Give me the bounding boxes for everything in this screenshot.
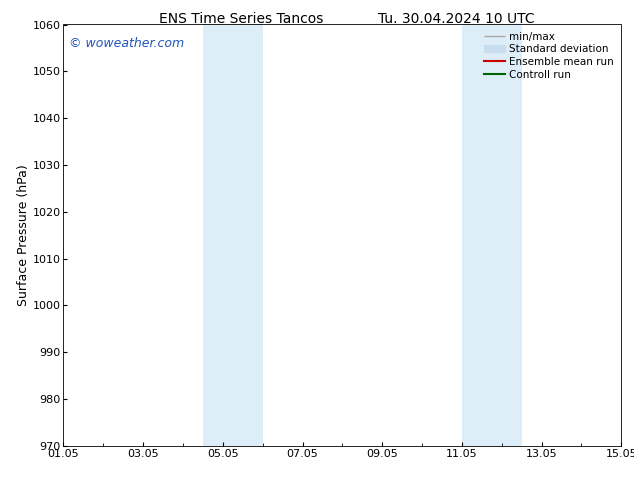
Bar xyxy=(203,24,262,446)
Text: ENS Time Series Tancos: ENS Time Series Tancos xyxy=(158,12,323,26)
Text: Tu. 30.04.2024 10 UTC: Tu. 30.04.2024 10 UTC xyxy=(378,12,535,26)
Y-axis label: Surface Pressure (hPa): Surface Pressure (hPa) xyxy=(16,164,30,306)
Text: © woweather.com: © woweather.com xyxy=(69,37,184,50)
Bar xyxy=(462,24,522,446)
Legend: min/max, Standard deviation, Ensemble mean run, Controll run: min/max, Standard deviation, Ensemble me… xyxy=(482,30,616,82)
